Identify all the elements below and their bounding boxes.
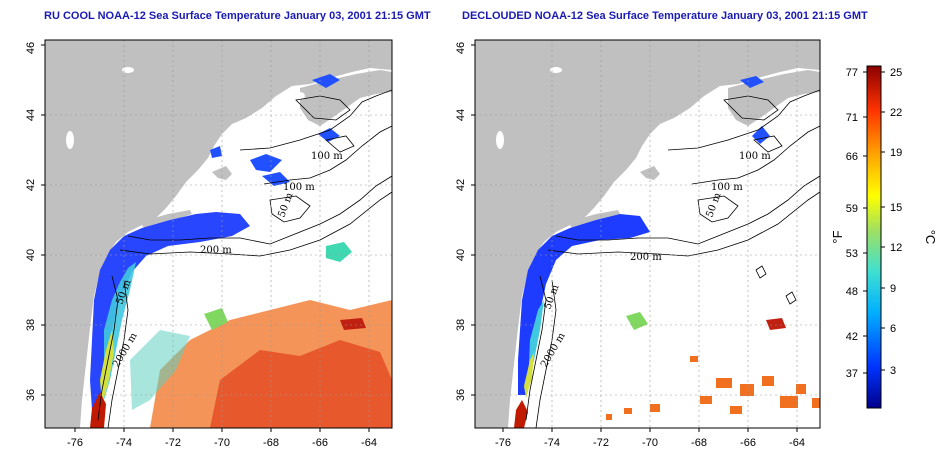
sst-patch-mid-3: [340, 318, 366, 330]
right-map: 100 m 100 m 50 m 200 m 50 m 2000 m: [474, 39, 821, 429]
lon-tick-label: -68: [691, 437, 707, 449]
contour-label-100m-b: 100 m: [711, 182, 743, 193]
celsius-tick-label: 22: [890, 107, 902, 119]
bathymetry-contours: [525, 89, 820, 428]
contour-label-200m: 200 m: [630, 252, 662, 263]
right-y-axis: 36 38 40 42 44 46: [455, 42, 475, 401]
sst-patch-north-4: [210, 146, 222, 158]
sst-patch-north-2: [740, 76, 764, 88]
sst-patch-green: [626, 312, 648, 330]
lon-tick-label: -72: [165, 437, 181, 449]
left-map-frame: [44, 39, 393, 429]
cape-cod: [212, 166, 232, 180]
lon-tick-label: -74: [116, 437, 132, 449]
lon-tick-label: -76: [495, 437, 511, 449]
lon-tick-label: -64: [361, 437, 377, 449]
bathymetry-contours: [97, 89, 392, 428]
cape-cod: [640, 166, 660, 180]
left-map: 100 m 100 m 50 m 200 m 50 m 2000 m: [44, 39, 393, 429]
lat-tick-label: 38: [25, 319, 37, 331]
lon-tick-label: -64: [789, 437, 805, 449]
lat-tick-label: 40: [455, 249, 467, 261]
lat-tick-label: 36: [25, 389, 37, 401]
sst-gulfstream-band: [104, 262, 136, 400]
colorbar: 77 71 66 59 53 48 42 37 25 22 19 15 12 9…: [830, 65, 938, 409]
fahrenheit-tick-label: 53: [846, 248, 858, 260]
fahrenheit-tick-label: 71: [846, 112, 858, 124]
long-island: [140, 210, 192, 228]
lat-tick-label: 46: [25, 42, 37, 54]
fahrenheit-tick-label: 59: [846, 203, 858, 215]
sst-warm-field-2: [210, 340, 392, 428]
sst-coastal-band: [90, 212, 250, 410]
fahrenheit-tick-label: 37: [846, 368, 858, 380]
sst-patch-mid-1: [326, 242, 352, 262]
sst-patch-north-5: [262, 172, 290, 186]
contour-label-100m-a: 100 m: [311, 151, 343, 162]
right-x-axis: -76 -74 -72 -70 -68 -66 -64: [495, 428, 805, 449]
celsius-tick-label: 12: [890, 242, 902, 254]
celsius-tick-label: 6: [890, 323, 896, 335]
sst-hot-edge: [90, 392, 106, 428]
sst-patch-red: [766, 318, 786, 330]
lon-tick-label: -72: [593, 437, 609, 449]
fahrenheit-tick-label: 42: [846, 331, 858, 343]
fahrenheit-unit-label: °F: [830, 230, 845, 243]
celsius-tick-label: 15: [890, 202, 902, 214]
land-mass: [475, 40, 820, 428]
lon-tick-label: -70: [642, 437, 658, 449]
left-y-axis: 36 38 40 42 44 46: [25, 42, 45, 401]
sst-patch-north-3: [250, 154, 282, 172]
celsius-tick-label: 19: [890, 147, 902, 159]
contour-label-200m: 200 m: [200, 245, 232, 256]
celsius-tick-label: 3: [890, 365, 896, 377]
lat-tick-label: 36: [455, 389, 467, 401]
right-panel-title: DECLOUDED NOAA-12 Sea Surface Temperatur…: [462, 10, 868, 22]
lat-tick-label: 40: [25, 249, 37, 261]
sst-hot-edge: [514, 400, 528, 428]
celsius-tick-label: 25: [890, 67, 902, 79]
sst-patch-mid-2: [204, 308, 228, 330]
sst-patch-north-1: [312, 74, 340, 88]
sst-coastal-band: [518, 214, 650, 395]
lon-tick-label: -68: [263, 437, 279, 449]
fahrenheit-tick-label: 48: [846, 286, 858, 298]
fahrenheit-tick-label: 77: [846, 67, 858, 79]
contour-label-100m-b: 100 m: [283, 182, 315, 193]
lon-tick-label: -66: [312, 437, 328, 449]
lat-tick-label: 44: [455, 109, 467, 121]
lat-tick-label: 42: [455, 179, 467, 191]
lon-tick-label: -66: [740, 437, 756, 449]
contour-label-100m-a: 100 m: [739, 151, 771, 162]
sst-cool-patches: [130, 330, 190, 410]
sst-warm-core: [524, 352, 534, 398]
fahrenheit-tick-label: 66: [846, 151, 858, 163]
lat-tick-label: 44: [25, 109, 37, 121]
colorbar-gradient: [866, 65, 882, 409]
lon-tick-label: -74: [544, 437, 560, 449]
left-panel-title: RU COOL NOAA-12 Sea Surface Temperature …: [44, 10, 431, 22]
right-map-frame: [474, 39, 821, 429]
lat-tick-label: 42: [25, 179, 37, 191]
lat-tick-label: 46: [455, 42, 467, 54]
celsius-unit-label: °C: [923, 230, 938, 245]
lon-tick-label: -70: [214, 437, 230, 449]
celsius-tick-label: 9: [890, 283, 896, 295]
long-island: [568, 210, 620, 228]
lon-tick-label: -76: [67, 437, 83, 449]
land-mass: [45, 40, 392, 428]
sst-warm-patches: [606, 356, 820, 420]
lat-tick-label: 38: [455, 319, 467, 331]
left-x-axis: -76 -74 -72 -70 -68 -66 -64: [67, 428, 377, 449]
